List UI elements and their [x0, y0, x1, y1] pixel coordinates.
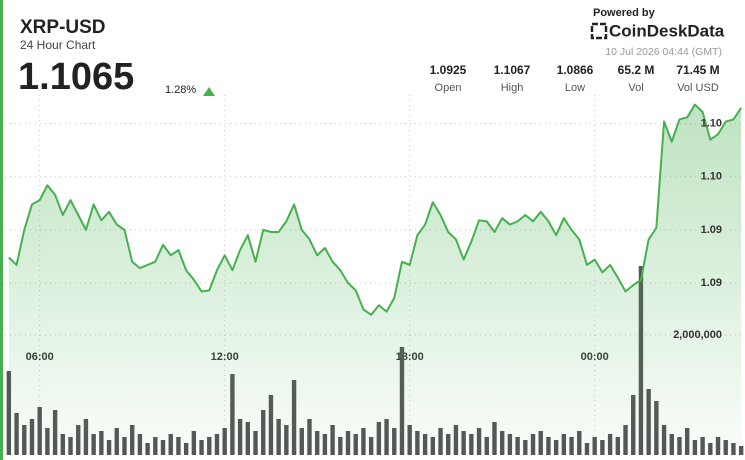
- volume-bar: [738, 446, 744, 455]
- stat-label: Vol USD: [677, 82, 719, 94]
- symbol-title: XRP-USD: [20, 17, 106, 38]
- stat-value: 1.1067: [494, 63, 531, 77]
- current-price: 1.1065: [18, 56, 134, 98]
- y-tick-label: 1.10: [701, 118, 722, 130]
- y2-tick-label: 2,000,000: [673, 329, 722, 341]
- stat-value: 65.2 M: [618, 63, 655, 77]
- y-tick-label: 1.10: [701, 171, 722, 183]
- stat-label: Open: [435, 82, 462, 94]
- stat-value: 1.0925: [430, 63, 467, 77]
- stat-label: Vol: [628, 82, 643, 94]
- stat-label: Low: [565, 82, 585, 94]
- stat-value: 71.45 M: [676, 63, 719, 77]
- left-accent: [0, 0, 3, 460]
- powered-by: Powered by: [593, 7, 656, 19]
- timestamp: 10 Jul 2026 04:44 (GMT): [605, 46, 722, 58]
- price-area: [8, 104, 742, 455]
- brand-name: CoinDeskData: [609, 21, 725, 40]
- stat-label: High: [501, 82, 524, 94]
- y-tick-label: 1.09: [701, 277, 722, 289]
- stat-value: 1.0866: [557, 63, 594, 77]
- up-arrow: [203, 87, 215, 96]
- brand-logo: CoinDeskData: [590, 21, 725, 40]
- change-percent: 1.28%: [165, 84, 196, 96]
- subtitle: 24 Hour Chart: [20, 38, 96, 52]
- price-line: [8, 103, 742, 316]
- y-tick-label: 1.09: [701, 224, 722, 236]
